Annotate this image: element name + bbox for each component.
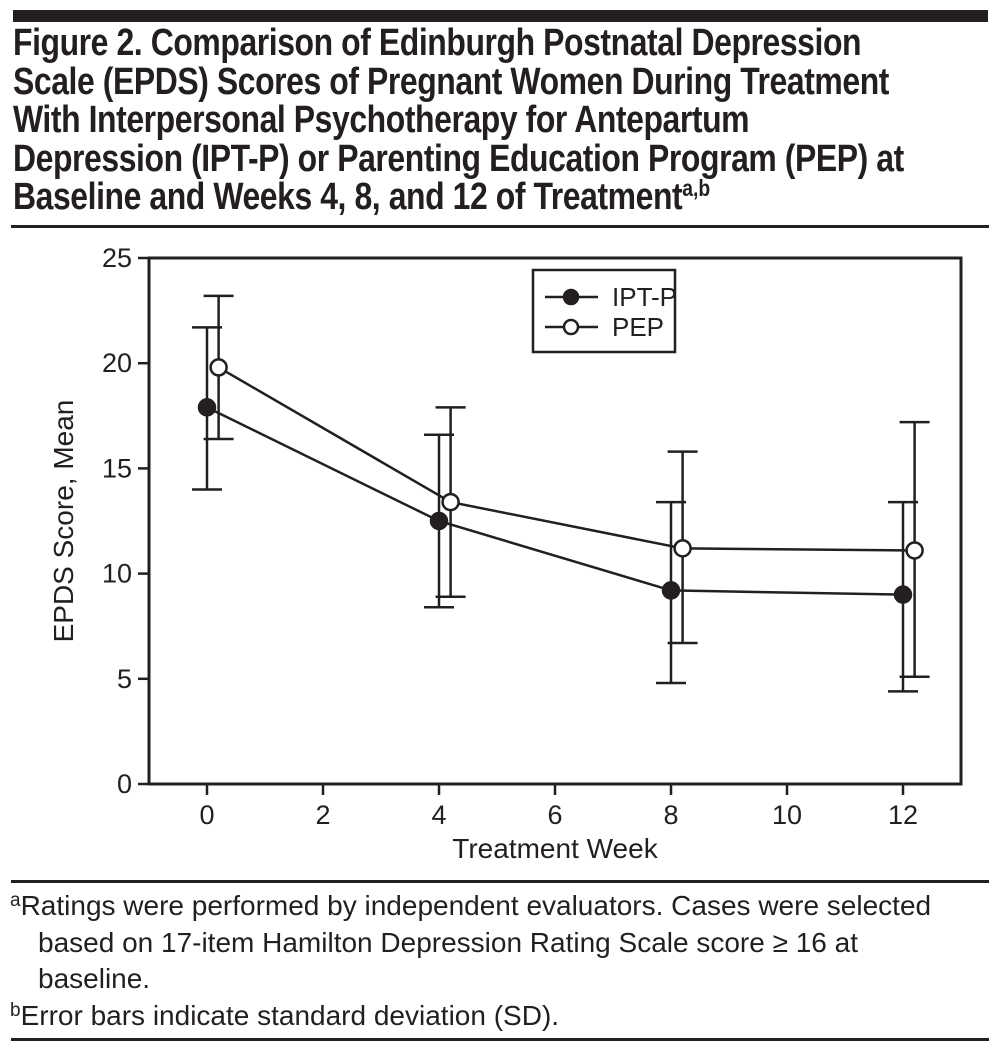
figure-title: Figure 2. Comparison of Edinburgh Postna…	[13, 24, 987, 217]
figure-title-line: Scale (EPDS) Scores of Pregnant Women Du…	[13, 60, 890, 103]
svg-text:4: 4	[431, 800, 446, 830]
figure-title-last-line-text: Baseline and Weeks 4, 8, and 12 of Treat…	[13, 176, 683, 218]
open-circle-marker	[209, 358, 228, 377]
svg-text:0: 0	[117, 769, 132, 799]
y-axis: 0 5 10 15 20 25	[102, 243, 149, 799]
legend-label: PEP	[612, 312, 664, 342]
x-axis: 0 2 4 6 8 10 12	[199, 784, 918, 830]
figure-footnotes: aRatings were performed by independent e…	[10, 888, 991, 1034]
filled-circle-marker	[893, 585, 913, 604]
title-divider-rule	[11, 225, 989, 228]
footnote-text: Ratings were performed by independent ev…	[20, 890, 932, 921]
footnote-a-line: baseline.	[10, 961, 991, 998]
filled-circle-marker	[661, 581, 681, 600]
open-circle-marker	[441, 492, 460, 512]
y-axis-title: EPDS Score, Mean	[48, 400, 79, 643]
svg-text:20: 20	[102, 348, 132, 378]
figure-title-superscript: a,b	[682, 175, 711, 201]
open-circle-marker	[673, 539, 692, 558]
footnote-b-marker: b	[10, 999, 21, 1021]
figure-title-line: Depression (IPT-P) or Parenting Educatio…	[13, 137, 904, 180]
legend-box	[531, 268, 677, 354]
series-PEP	[203, 294, 930, 678]
footnote-text: based on 17-item Hamilton Depression Rat…	[38, 926, 859, 958]
footnote-a-marker: a	[10, 890, 21, 911]
svg-text:15: 15	[102, 453, 132, 483]
footnote-b-line: bError bars indicate standard deviation …	[10, 998, 991, 1035]
svg-text:8: 8	[663, 800, 678, 830]
legend-label: IPT-P	[612, 282, 677, 312]
legend-open-circle	[562, 318, 580, 336]
bottom-rule	[11, 1038, 989, 1041]
top-rule-bar	[13, 10, 988, 22]
x-axis-title: Treatment Week	[452, 833, 658, 864]
svg-text:6: 6	[547, 800, 562, 830]
svg-text:10: 10	[102, 559, 132, 589]
figure-title-line: Baseline and Weeks 4, 8, and 12 of Treat…	[13, 175, 987, 218]
footnote-a-line: aRatings were performed by independent e…	[10, 888, 991, 925]
footnote-divider-rule	[11, 880, 989, 883]
legend-filled-circle	[562, 288, 580, 306]
series-line	[206, 406, 904, 596]
footnote-text: baseline.	[38, 963, 151, 994]
svg-text:2: 2	[315, 800, 330, 830]
footnote-a-line: based on 17-item Hamilton Depression Rat…	[10, 925, 991, 962]
svg-text:0: 0	[199, 800, 214, 830]
epds-line-chart: 0 5 10 15 20 25 0 2 4 6 8 10 12 EPDS Score, Mean Treat…	[48, 243, 963, 864]
svg-text:12: 12	[888, 800, 918, 830]
svg-text:10: 10	[772, 800, 802, 830]
filled-circle-marker	[429, 511, 449, 531]
open-circle-marker	[905, 541, 924, 560]
footnote-text: Error bars indicate standard deviation (…	[20, 999, 560, 1031]
figure-title-line: With Interpersonal Psychotherapy for Ant…	[13, 99, 750, 141]
series-line	[217, 366, 915, 552]
svg-text:5: 5	[117, 664, 132, 694]
filled-circle-marker	[197, 398, 217, 417]
series-IPT-P	[192, 326, 918, 693]
svg-text:25: 25	[102, 243, 132, 273]
figure-title-line: Figure 2. Comparison of Edinburgh Postna…	[13, 22, 862, 64]
